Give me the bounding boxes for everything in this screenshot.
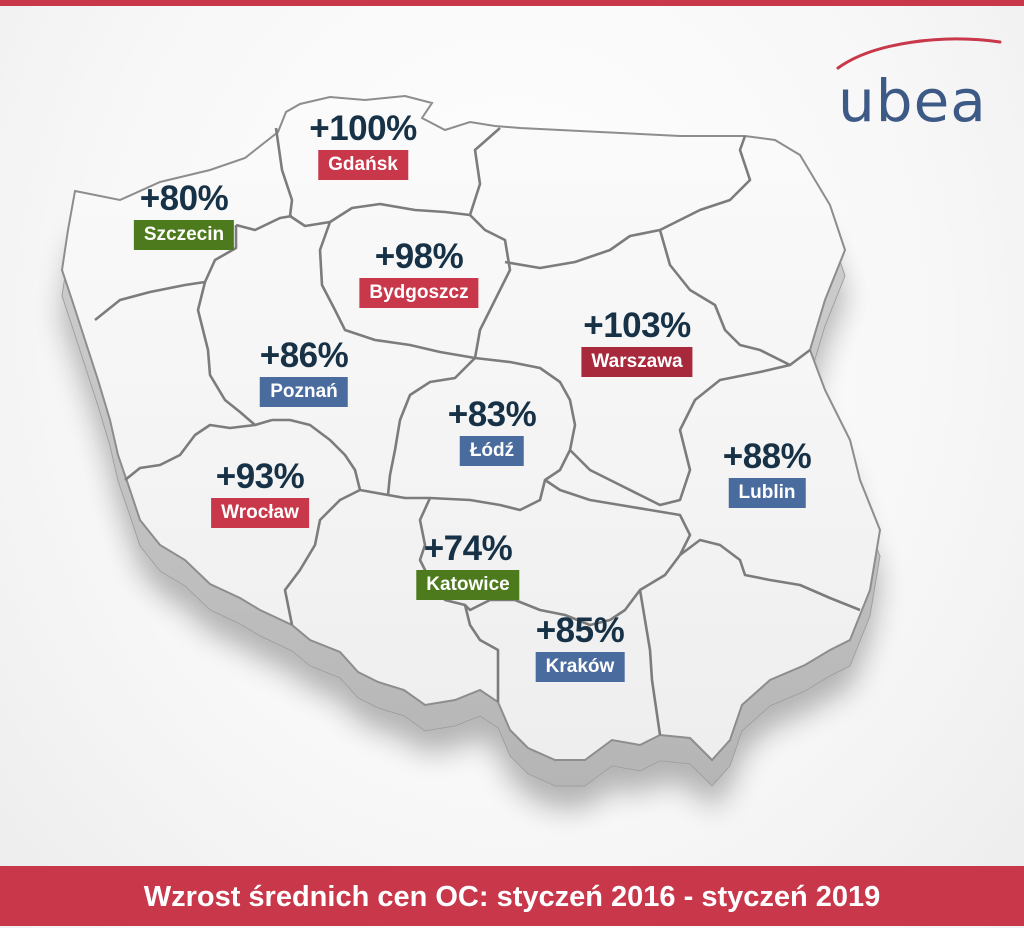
- city-value: +80%: [139, 179, 229, 218]
- title-banner: Wzrost średnich cen OC: styczeń 2016 - s…: [0, 866, 1024, 926]
- city-name-tag: Poznań: [260, 377, 348, 407]
- city-name-tag: Łódź: [459, 436, 525, 466]
- city-name-tag: Kraków: [535, 652, 625, 682]
- city-value: +93%: [215, 457, 305, 496]
- top-accent-bar: [0, 0, 1024, 6]
- city-value: +85%: [535, 611, 625, 650]
- city-label-poznan: +86% Poznań: [260, 337, 349, 407]
- city-name-tag: Lublin: [728, 478, 806, 508]
- city-label-bydgoszcz: +98% Bydgoszcz: [359, 237, 479, 308]
- region-borders: [94, 127, 861, 736]
- city-value: +100%: [309, 109, 417, 148]
- city-value: +88%: [722, 437, 812, 476]
- map-top-face: [60, 94, 882, 762]
- city-value: +74%: [423, 529, 513, 568]
- city-name-tag: Gdańsk: [318, 150, 408, 180]
- city-name-tag: Warszawa: [581, 347, 693, 377]
- ubea-logo: ubea: [834, 34, 1004, 130]
- city-name-tag: Katowice: [416, 570, 520, 600]
- city-label-lodz: +83% Łódź: [448, 396, 537, 466]
- city-label-gdansk: +100% Gdańsk: [309, 109, 417, 180]
- city-label-katowice: +74% Katowice: [416, 529, 520, 600]
- map-title: Wzrost średnich cen OC: styczeń 2016 - s…: [143, 881, 881, 913]
- city-name-tag: Bydgoszcz: [359, 278, 479, 308]
- city-label-krakow: +85% Kraków: [535, 611, 625, 682]
- logo-arc-icon: [836, 37, 1002, 70]
- city-name-tag: Szczecin: [133, 220, 235, 250]
- city-label-lublin: +88% Lublin: [723, 438, 812, 508]
- city-value: +86%: [259, 336, 349, 375]
- city-name-tag: Wrocław: [211, 498, 309, 528]
- logo-text: ubea: [838, 67, 987, 135]
- city-label-szczecin: +80% Szczecin: [133, 179, 235, 250]
- city-label-wroclaw: +93% Wrocław: [211, 458, 309, 528]
- city-value: +83%: [447, 395, 537, 434]
- city-label-warszawa: +103% Warszawa: [581, 306, 693, 377]
- city-value: +98%: [374, 237, 464, 276]
- city-value: +103%: [583, 306, 691, 345]
